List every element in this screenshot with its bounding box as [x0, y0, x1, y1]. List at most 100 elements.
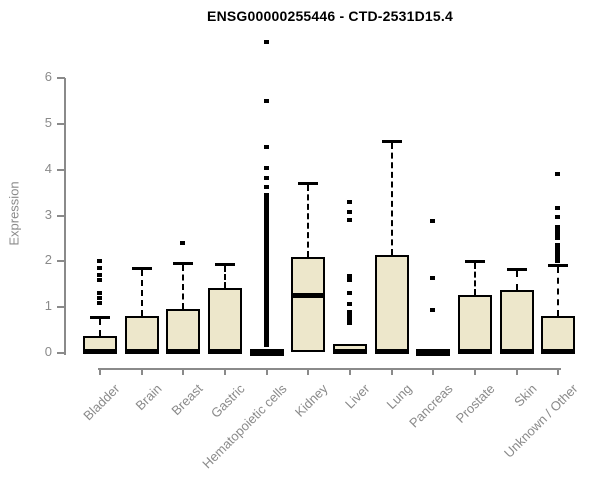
outlier-point	[430, 219, 436, 224]
x-tick	[474, 368, 477, 375]
whisker-cap-bladder	[90, 316, 110, 320]
outlier-point	[555, 252, 561, 257]
y-axis-line	[64, 78, 66, 355]
y-tick	[57, 77, 65, 79]
x-tick	[265, 368, 268, 375]
median-hematopoietic-cells	[249, 348, 284, 354]
whisker-brain	[140, 270, 143, 317]
outlier-point	[263, 269, 269, 274]
outlier-point	[263, 314, 269, 319]
outlier-point	[263, 343, 269, 348]
outlier-point	[263, 165, 269, 170]
outlier-point	[263, 234, 269, 239]
outlier-point	[555, 243, 561, 248]
outlier-point	[263, 247, 269, 252]
outlier-point	[347, 209, 353, 214]
y-tick-label: 2	[44, 252, 52, 268]
outlier-point	[97, 259, 102, 264]
outlier-point	[263, 244, 269, 249]
outlier-point	[347, 312, 353, 317]
whisker-cap-skin	[506, 268, 527, 272]
whisker-gastric	[224, 265, 226, 288]
outlier-point	[263, 292, 269, 297]
outlier-point	[347, 321, 353, 326]
outlier-point	[263, 39, 269, 44]
x-tick-label-unknown-other: Unknown / Other	[501, 381, 581, 461]
box-unknown-other	[541, 316, 576, 353]
outlier-point	[347, 277, 353, 282]
outlier-point	[263, 212, 269, 217]
median-liver	[333, 348, 368, 354]
outlier-point	[263, 185, 269, 190]
outlier-point	[263, 305, 269, 310]
x-tick	[557, 368, 560, 375]
outlier-point	[263, 324, 269, 329]
outlier-point	[263, 327, 269, 332]
outlier-point	[555, 206, 561, 211]
outlier-point	[97, 291, 102, 296]
outlier-point	[263, 260, 269, 265]
outlier-point	[430, 307, 436, 312]
outlier-point	[347, 199, 353, 204]
outlier-point	[97, 296, 102, 300]
median-gastric	[208, 348, 242, 354]
outlier-point	[97, 273, 102, 278]
outlier-point	[555, 214, 561, 219]
outlier-point	[263, 241, 269, 245]
whisker-cap-unknown-other	[548, 264, 569, 267]
outlier-point	[263, 337, 269, 342]
whisker-cap-brain	[131, 267, 152, 271]
box-prostate	[458, 295, 493, 353]
outlier-point	[263, 215, 269, 220]
whisker-cap-kidney	[298, 182, 319, 186]
outlier-point	[555, 227, 561, 232]
outlier-point	[263, 202, 269, 207]
outlier-point	[263, 330, 269, 335]
chart-title: ENSG00000255446 - CTD-2531D15.4	[207, 8, 453, 24]
outlier-point	[263, 224, 269, 229]
y-tick	[57, 352, 65, 354]
outlier-point	[555, 257, 561, 262]
y-tick	[57, 214, 65, 217]
outlier-point	[555, 259, 561, 264]
outlier-point	[263, 218, 269, 223]
outlier-point	[555, 224, 561, 229]
outlier-point	[347, 315, 353, 320]
outlier-point	[263, 311, 269, 316]
box-kidney	[291, 256, 326, 353]
median-bladder	[83, 348, 117, 354]
outlier-point	[555, 254, 561, 259]
x-tick	[224, 368, 226, 375]
whisker-prostate	[474, 263, 477, 296]
outlier-point	[263, 334, 269, 339]
whisker-breast	[182, 264, 185, 310]
outlier-point	[263, 273, 269, 278]
x-tick	[307, 368, 310, 375]
outlier-point	[263, 340, 269, 345]
outlier-point	[263, 228, 269, 233]
y-tick-label: 6	[44, 69, 52, 84]
outlier-point	[430, 276, 436, 281]
y-tick-label: 1	[44, 298, 52, 314]
median-prostate	[458, 348, 493, 354]
whisker-bladder	[99, 319, 101, 336]
x-tick	[515, 368, 518, 375]
whisker-cap-gastric	[215, 262, 235, 266]
y-tick-label: 5	[44, 114, 52, 130]
whisker-skin	[515, 271, 518, 291]
whisker-cap-prostate	[465, 260, 486, 264]
y-tick	[57, 122, 65, 125]
outlier-point	[555, 234, 561, 239]
outlier-point	[263, 250, 269, 255]
x-tick	[390, 368, 393, 375]
median-lung	[374, 348, 409, 354]
median-brain	[124, 348, 159, 354]
outlier-point	[263, 192, 269, 197]
outlier-point	[263, 196, 269, 201]
outlier-point	[555, 236, 561, 241]
outlier-point	[263, 318, 269, 322]
outlier-point	[347, 291, 353, 296]
box-brain	[124, 316, 159, 353]
outlier-point	[263, 276, 269, 281]
